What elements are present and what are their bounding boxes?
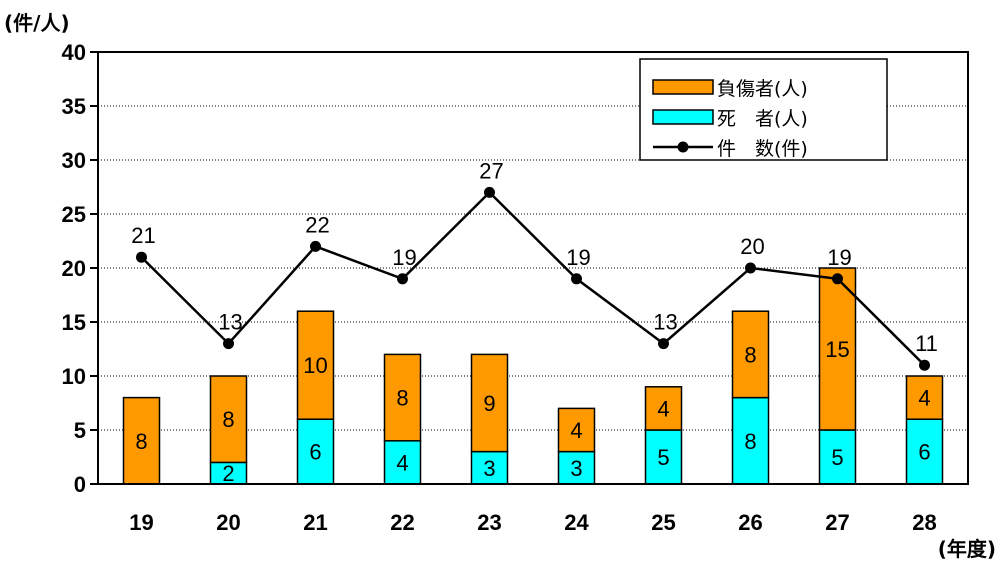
bar-label-fatalities: 5 [657, 445, 669, 470]
count-line-path [140, 190, 926, 367]
legend: 負傷者(人) 死 者(人) 件 数(件) [639, 58, 888, 161]
y-tick-label: 30 [62, 148, 86, 173]
bar-label-fatalities: 3 [483, 456, 495, 481]
bar-label-fatalities: 8 [744, 429, 756, 454]
bar-label-injuries: 4 [570, 418, 582, 443]
bar-segment-fatalities [905, 418, 944, 485]
x-tick-label: 26 [738, 510, 762, 535]
bar-label-fatalities: 6 [309, 440, 321, 465]
y-tick-label: 40 [62, 40, 86, 65]
bar-label-injuries: 4 [657, 396, 669, 421]
x-tick-label: 25 [651, 510, 675, 535]
bar-label-injuries: 9 [483, 391, 495, 416]
count-point-label: 19 [827, 245, 851, 270]
bar-segment-injuries [644, 386, 683, 431]
bar-label-fatalities: 3 [570, 456, 582, 481]
y-tick-label: 10 [62, 364, 86, 389]
count-point-label: 19 [392, 245, 416, 270]
y-tick-label: 20 [62, 256, 86, 281]
bar-label-injuries: 8 [744, 342, 756, 367]
count-point-label: 21 [131, 223, 155, 248]
y-unit-label: (件/人) [4, 11, 70, 35]
bar-label-fatalities: 4 [396, 450, 408, 475]
count-line: 21 13 22 19 27 19 13 20 19 11 [131, 158, 938, 371]
bar-segment-injuries [557, 407, 596, 453]
bar-segment-fatalities [731, 396, 770, 485]
bar-label-fatalities: 2 [222, 461, 234, 486]
count-point [397, 273, 408, 285]
bar-label-injuries: 8 [135, 429, 147, 454]
count-point [658, 338, 669, 350]
y-tick-label: 15 [62, 310, 86, 335]
count-point-label: 20 [740, 234, 764, 259]
count-point [832, 273, 843, 285]
count-point-label: 27 [479, 158, 503, 183]
y-axis-ticks: 0 5 10 15 20 25 30 35 40 [62, 40, 98, 497]
bar-segment-fatalities [644, 429, 683, 485]
x-tick-label: 28 [912, 510, 936, 535]
x-tick-label: 23 [477, 510, 501, 535]
bar-segment-injuries [383, 353, 422, 442]
count-point [745, 262, 756, 274]
count-point [484, 186, 495, 198]
count-point-label: 22 [305, 212, 329, 237]
bar-label-injuries: 8 [396, 386, 408, 411]
count-point-label: 13 [218, 310, 242, 335]
x-tick-label: 27 [825, 510, 849, 535]
bar-segment-injuries [818, 267, 857, 431]
x-tick-label: 22 [390, 510, 414, 535]
bar-label-injuries: 8 [222, 407, 234, 432]
count-point [310, 240, 321, 252]
legend-label-count: 件 数(件) [717, 138, 808, 160]
legend-label-fatalities: 死 者(人) [717, 108, 808, 130]
bar-segment-fatalities [470, 450, 509, 485]
legend-swatch-count-marker [677, 141, 689, 153]
bar-label-injuries: 4 [918, 386, 930, 411]
count-point-label: 11 [915, 331, 938, 356]
bar-label-injuries: 10 [303, 353, 327, 378]
count-point [571, 273, 582, 285]
x-tick-label: 20 [216, 510, 240, 535]
count-point [919, 359, 930, 371]
bar-segment-injuries [905, 375, 944, 420]
bar-segment-injuries [209, 375, 248, 464]
bar-label-fatalities: 5 [831, 445, 843, 470]
plot-border [97, 51, 969, 485]
count-point [223, 338, 234, 350]
y-tick-label: 5 [74, 418, 86, 443]
count-point-label: 19 [566, 245, 590, 270]
legend-swatch-fatalities [652, 109, 714, 125]
x-tick-label: 19 [129, 510, 153, 535]
y-tick-label: 35 [62, 94, 86, 119]
x-tick-label: 21 [303, 510, 327, 535]
count-point [136, 251, 147, 263]
legend-label-injuries: 負傷者(人) [717, 78, 808, 100]
bar-segment-injuries [122, 396, 161, 485]
x-unit-label: (年度) [938, 537, 996, 561]
x-axis-ticks: 19 20 21 22 23 24 25 26 27 28 [129, 510, 936, 535]
bar-label-injuries: 15 [825, 337, 849, 362]
bars: 8 2 8 6 10 4 8 3 9 3 4 5 4 8 8 5 15 6 4 [122, 267, 944, 486]
y-tick-label: 25 [62, 202, 86, 227]
bar-segment-fatalities [296, 418, 335, 485]
bar-segment-injuries [731, 310, 770, 399]
x-tick-label: 24 [564, 510, 589, 535]
bar-label-fatalities: 6 [918, 440, 930, 465]
legend-swatch-injuries [652, 79, 714, 95]
count-point-label: 13 [653, 310, 677, 335]
bar-segment-injuries [296, 310, 335, 420]
bar-segment-injuries [470, 353, 509, 453]
y-tick-label: 0 [74, 472, 86, 497]
